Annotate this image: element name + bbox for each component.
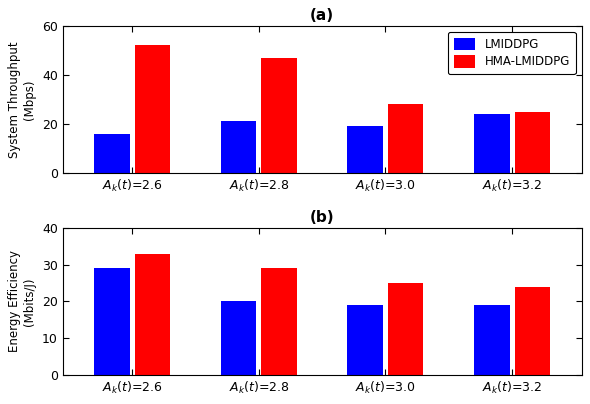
Legend: LMIDDPG, HMA-LMIDDPG: LMIDDPG, HMA-LMIDDPG xyxy=(448,32,576,74)
Bar xyxy=(474,305,510,375)
Bar xyxy=(348,126,383,173)
Bar xyxy=(135,46,171,173)
Bar xyxy=(348,305,383,375)
Y-axis label: Energy Efficiency
(Mbits/J): Energy Efficiency (Mbits/J) xyxy=(8,250,37,352)
Title: (b): (b) xyxy=(310,210,335,225)
Bar xyxy=(388,283,424,375)
Bar xyxy=(135,254,171,375)
Y-axis label: System Throughput
(Mbps): System Throughput (Mbps) xyxy=(8,41,37,158)
Title: (a): (a) xyxy=(310,8,334,23)
Bar xyxy=(261,58,297,173)
Bar xyxy=(514,112,550,173)
Bar xyxy=(94,134,130,173)
Bar xyxy=(221,301,256,375)
Bar xyxy=(94,268,130,375)
Bar xyxy=(474,114,510,173)
Bar xyxy=(388,104,424,173)
Bar xyxy=(514,286,550,375)
Bar xyxy=(261,268,297,375)
Bar xyxy=(221,121,256,173)
